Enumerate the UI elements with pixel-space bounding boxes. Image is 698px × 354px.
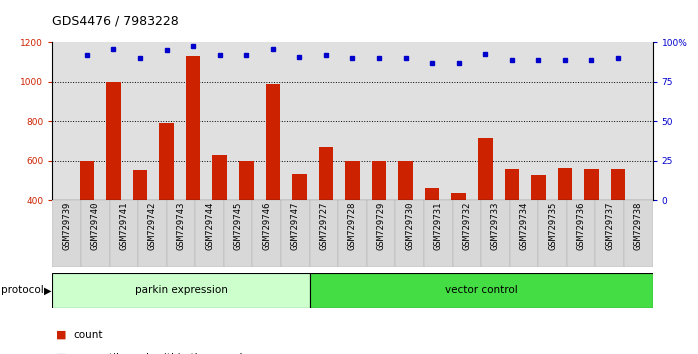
Bar: [212, 155, 227, 279]
Text: GSM729744: GSM729744: [205, 202, 214, 250]
Bar: [452, 200, 481, 267]
Bar: [531, 175, 546, 279]
Bar: [558, 167, 572, 279]
Bar: [624, 200, 653, 267]
Bar: [395, 200, 424, 267]
Bar: [310, 200, 339, 267]
Text: GSM729747: GSM729747: [291, 202, 300, 250]
Text: GSM729739: GSM729739: [62, 202, 71, 250]
Text: GSM729734: GSM729734: [519, 202, 528, 250]
Bar: [281, 200, 310, 267]
Bar: [611, 170, 625, 279]
Text: GSM729733: GSM729733: [491, 202, 500, 250]
Bar: [424, 200, 452, 267]
Bar: [478, 138, 493, 279]
Bar: [133, 171, 147, 279]
Text: GSM729727: GSM729727: [320, 202, 328, 250]
Text: protocol: protocol: [1, 285, 43, 295]
Text: vector control: vector control: [445, 285, 517, 295]
Text: GSM729741: GSM729741: [119, 202, 128, 250]
Bar: [399, 161, 413, 279]
Text: ■: ■: [56, 330, 66, 339]
Bar: [318, 147, 333, 279]
Text: GSM729738: GSM729738: [634, 202, 643, 250]
Bar: [584, 169, 599, 279]
Bar: [253, 200, 281, 267]
Text: GDS4476 / 7983228: GDS4476 / 7983228: [52, 14, 179, 27]
Text: ▶: ▶: [44, 285, 52, 295]
Bar: [310, 273, 653, 308]
Text: GSM729736: GSM729736: [577, 202, 586, 250]
Bar: [52, 200, 81, 267]
Bar: [510, 200, 538, 267]
Bar: [195, 200, 224, 267]
Text: count: count: [73, 330, 103, 339]
Bar: [425, 188, 440, 279]
Text: GSM729728: GSM729728: [348, 202, 357, 250]
Text: GSM729745: GSM729745: [234, 202, 243, 250]
Text: GSM729737: GSM729737: [605, 202, 614, 250]
Bar: [159, 123, 174, 279]
Bar: [80, 161, 94, 279]
Text: parkin expression: parkin expression: [135, 285, 228, 295]
Bar: [110, 200, 138, 267]
Bar: [339, 200, 366, 267]
Text: GSM729732: GSM729732: [462, 202, 471, 250]
Bar: [452, 193, 466, 279]
Bar: [567, 200, 595, 267]
Text: GSM729735: GSM729735: [548, 202, 557, 250]
Bar: [81, 200, 110, 267]
Bar: [106, 82, 121, 279]
Bar: [224, 200, 253, 267]
Bar: [239, 161, 253, 279]
Text: GSM729746: GSM729746: [262, 202, 272, 250]
Bar: [372, 161, 387, 279]
Bar: [538, 200, 567, 267]
Text: GSM729740: GSM729740: [91, 202, 100, 250]
Bar: [265, 84, 280, 279]
Text: percentile rank within the sample: percentile rank within the sample: [73, 353, 249, 354]
Bar: [292, 175, 306, 279]
Bar: [138, 200, 167, 267]
Text: GSM729729: GSM729729: [377, 202, 385, 250]
Text: GSM729742: GSM729742: [148, 202, 157, 250]
Text: GSM729743: GSM729743: [177, 202, 186, 250]
Bar: [346, 161, 359, 279]
Text: GSM729730: GSM729730: [405, 202, 414, 250]
Text: ■: ■: [56, 353, 66, 354]
Bar: [481, 200, 510, 267]
Bar: [52, 273, 310, 308]
Bar: [595, 200, 624, 267]
Bar: [186, 56, 200, 279]
Bar: [167, 200, 195, 267]
Text: GSM729731: GSM729731: [433, 202, 443, 250]
Bar: [366, 200, 395, 267]
Bar: [505, 169, 519, 279]
